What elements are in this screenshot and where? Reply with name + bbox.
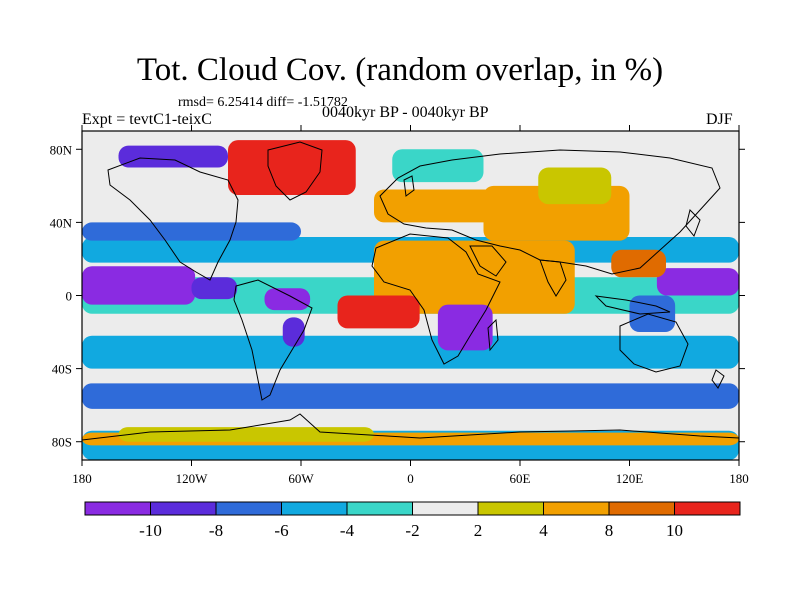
anomaly-region xyxy=(538,167,612,205)
coastline-australia xyxy=(619,313,689,373)
anomaly-region xyxy=(437,304,493,351)
colorbar-swatch xyxy=(543,501,610,516)
anomaly-region xyxy=(282,317,305,347)
lat-tick-label: 0 xyxy=(66,289,73,304)
anomaly-region xyxy=(629,295,676,333)
cloud-cover-anomaly-field xyxy=(82,131,739,460)
colorbar-swatch xyxy=(281,501,348,516)
colorbar-swatch xyxy=(477,501,544,516)
anomaly-region xyxy=(337,295,420,329)
coastline-japan xyxy=(685,209,701,237)
colorbar-swatch xyxy=(608,501,675,516)
colorbar-label: -4 xyxy=(340,521,355,540)
colorbar-label: 4 xyxy=(539,521,548,540)
lon-tick-label: 180 xyxy=(72,471,92,486)
coastline-new-zealand xyxy=(711,369,725,389)
anomaly-region xyxy=(82,222,301,241)
coastlines xyxy=(82,141,739,441)
period-label: 0040kyr BP - 0040kyr BP xyxy=(322,104,489,121)
coastline-africa xyxy=(371,233,501,365)
season-label: DJF xyxy=(706,111,733,128)
colorbar-label: -10 xyxy=(139,521,162,540)
lon-tick-label: 60E xyxy=(510,471,531,486)
lat-tick-label: 80N xyxy=(50,142,73,157)
anomaly-region xyxy=(191,277,238,300)
colorbar: -10 -8 -6 -4 -2 2 4 8 10 xyxy=(84,501,741,540)
coastline-india xyxy=(539,259,567,297)
axis-ticks: 180 120W 60W 0 60E 120E 180 80N 40N 0 40S 80S xyxy=(50,125,749,486)
colorbar-label: 2 xyxy=(474,521,483,540)
lon-tick-label: 0 xyxy=(407,471,414,486)
anomaly-region xyxy=(264,288,311,311)
anomaly-region xyxy=(118,145,228,168)
anomaly-region xyxy=(656,268,739,296)
colorbar-swatch xyxy=(84,501,151,516)
lon-tick-label: 180 xyxy=(729,471,749,486)
anomaly-region xyxy=(82,266,196,305)
lat-tick-label: 40N xyxy=(50,215,73,230)
anomaly-region xyxy=(82,335,739,369)
colorbar-swatch xyxy=(346,501,413,516)
colorbar-label: -6 xyxy=(274,521,288,540)
coastline-madagascar xyxy=(487,318,499,352)
coastline-south-america xyxy=(233,279,313,401)
anomaly-region xyxy=(392,149,484,183)
anomaly-region xyxy=(82,383,739,409)
colorbar-label: 10 xyxy=(666,521,683,540)
lat-tick-label: 80S xyxy=(52,435,72,450)
anomaly-region xyxy=(118,427,374,442)
colorbar-swatch xyxy=(674,501,741,516)
colorbar-label: -2 xyxy=(405,521,419,540)
coastline-arabia xyxy=(469,245,507,277)
lon-tick-label: 120E xyxy=(616,471,644,486)
anomaly-region xyxy=(611,249,666,278)
chart-title: Tot. Cloud Cov. (random overlap, in %) xyxy=(136,52,664,88)
lat-tick-label: 40S xyxy=(52,362,72,377)
coastline-eurasia xyxy=(379,149,721,275)
anomaly-region xyxy=(228,140,356,195)
coastline-greenland xyxy=(267,141,323,201)
coastline-indonesia xyxy=(594,295,671,315)
anomaly-region xyxy=(374,240,575,314)
lon-tick-label: 120W xyxy=(176,471,209,486)
coastline-antarctica xyxy=(82,413,739,441)
colorbar-label: 8 xyxy=(605,521,614,540)
colorbar-swatch xyxy=(412,501,479,516)
colorbar-label: -8 xyxy=(209,521,223,540)
experiment-label: Expt = tevtC1-teixC xyxy=(82,111,212,128)
rmsd-diff-stats: rmsd= 6.25414 diff= -1.51782 xyxy=(178,95,348,110)
colorbar-swatch xyxy=(150,501,217,516)
anomaly-region xyxy=(82,368,739,384)
coastline-north-america xyxy=(107,157,239,281)
colorbar-swatch xyxy=(215,501,282,516)
lon-tick-label: 60W xyxy=(288,471,314,486)
coastline-uk xyxy=(403,175,415,197)
